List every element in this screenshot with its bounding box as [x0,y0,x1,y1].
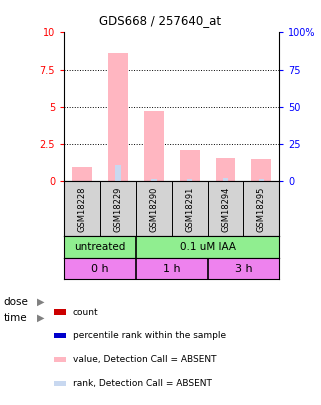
Text: GSM18229: GSM18229 [113,186,123,232]
Text: percentile rank within the sample: percentile rank within the sample [73,331,226,340]
Bar [144,111,164,181]
Text: GDS668 / 257640_at: GDS668 / 257640_at [100,14,221,27]
Bar [108,53,128,181]
Bar [54,333,66,339]
Text: GSM18228: GSM18228 [78,186,87,232]
Text: GSM18291: GSM18291 [185,186,194,232]
Text: GSM18294: GSM18294 [221,186,230,232]
Bar [54,309,66,315]
Text: 0.1 uM IAA: 0.1 uM IAA [179,242,236,252]
Bar [187,179,192,181]
Text: GSM18290: GSM18290 [149,186,158,232]
Text: count: count [73,307,98,317]
Text: time: time [3,313,27,323]
Bar [180,150,200,181]
Bar [54,357,66,362]
Text: value, Detection Call = ABSENT: value, Detection Call = ABSENT [73,355,216,364]
Text: dose: dose [3,297,28,307]
Bar [259,179,264,181]
Text: 1 h: 1 h [163,264,180,274]
Text: ▶: ▶ [37,313,44,323]
Text: 0 h: 0 h [91,264,109,274]
Text: 3 h: 3 h [235,264,252,274]
Bar [223,179,228,181]
Bar [251,159,271,181]
Bar [115,165,121,181]
Bar [54,381,66,386]
Text: GSM18295: GSM18295 [257,186,266,232]
Bar [216,158,235,181]
Bar [72,166,92,181]
Text: ▶: ▶ [37,297,44,307]
Text: untreated: untreated [74,242,126,252]
Bar [151,179,157,181]
Text: rank, Detection Call = ABSENT: rank, Detection Call = ABSENT [73,379,212,388]
